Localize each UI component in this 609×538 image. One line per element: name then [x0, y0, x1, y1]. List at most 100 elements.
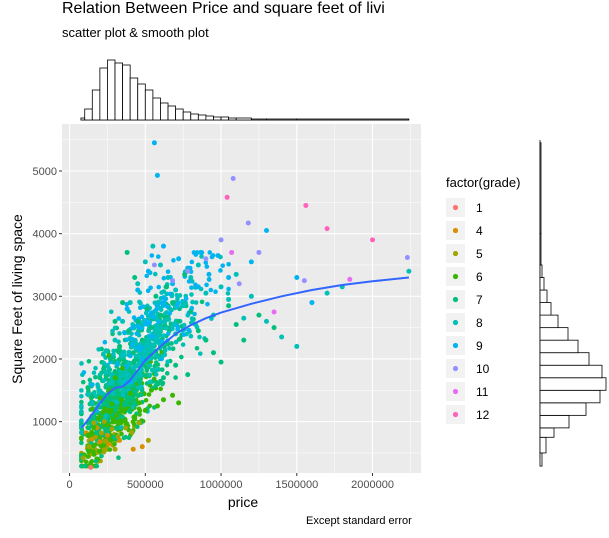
- scatter-point: [203, 337, 209, 343]
- scatter-point: [155, 254, 161, 259]
- histogram-bar: [175, 108, 184, 121]
- scatter-point: [189, 292, 194, 297]
- legend-marker: [452, 388, 459, 395]
- scatter-point: [139, 357, 144, 362]
- legend-label: 12: [476, 408, 490, 422]
- scatter-point: [120, 414, 125, 420]
- scatter-point: [164, 291, 169, 297]
- scatter-point: [171, 258, 176, 263]
- scatter-point: [128, 353, 133, 359]
- scatter-point: [117, 331, 122, 336]
- scatter-point: [120, 318, 126, 324]
- legend-label: 7: [476, 293, 483, 307]
- scatter-point: [144, 306, 150, 312]
- scatter-point: [145, 268, 151, 274]
- histogram-bar: [122, 64, 131, 121]
- legend-label: 5: [476, 247, 483, 261]
- histogram-bar: [182, 111, 192, 121]
- scatter-point: [142, 259, 148, 265]
- scatter-point: [114, 362, 120, 367]
- scatter-point: [218, 284, 224, 290]
- x-tick-label: 0: [67, 479, 73, 491]
- scatter-point: [303, 202, 309, 208]
- scatter-point: [156, 319, 162, 325]
- scatter-point: [129, 341, 135, 347]
- scatter-point: [218, 237, 224, 243]
- scatter-point: [218, 268, 223, 273]
- histogram-bar: [137, 83, 146, 121]
- scatter-point: [248, 259, 254, 265]
- legend-label: 6: [476, 270, 483, 284]
- scatter-point: [117, 343, 123, 349]
- scatter-point: [170, 278, 176, 284]
- scatter-point: [167, 311, 172, 316]
- scatter-point: [122, 329, 127, 335]
- scatter-point: [112, 337, 118, 343]
- scatter-point: [189, 316, 195, 321]
- scatter-point: [97, 388, 103, 394]
- scatter-point: [95, 384, 101, 390]
- scatter-point: [165, 304, 170, 309]
- scatter-point: [123, 406, 129, 412]
- histogram-bar: [539, 364, 603, 379]
- histogram-bar: [144, 89, 154, 121]
- scatter-point: [180, 342, 186, 347]
- scatter-point: [226, 303, 232, 309]
- histogram-bar: [235, 117, 252, 121]
- scatter-point: [220, 263, 226, 268]
- scatter-point: [130, 365, 136, 371]
- scatter-point: [144, 273, 150, 279]
- histogram-bar: [205, 115, 214, 121]
- histogram-bar: [539, 427, 555, 438]
- scatter-point: [149, 310, 154, 315]
- scatter-point: [79, 430, 84, 435]
- histogram-bar: [539, 302, 552, 316]
- scatter-point: [114, 394, 120, 399]
- scatter-point: [144, 368, 149, 373]
- histogram-bar: [296, 118, 410, 121]
- scatter-point: [170, 392, 176, 398]
- scatter-point: [112, 375, 118, 381]
- scatter-point: [197, 334, 202, 340]
- histogram-bar: [539, 233, 542, 266]
- price-histogram: [80, 59, 410, 121]
- scatter-point: [143, 397, 149, 403]
- scatter-point: [324, 290, 330, 296]
- scatter-point: [93, 458, 99, 464]
- scatter-point: [80, 455, 86, 461]
- scatter-point: [148, 387, 154, 393]
- scatter-point: [148, 325, 154, 331]
- scatter-point: [149, 253, 155, 258]
- scatter-point: [185, 372, 191, 378]
- scatter-point: [188, 309, 194, 315]
- scatter-point: [204, 264, 210, 269]
- scatter-point: [138, 344, 144, 349]
- scatter-point: [89, 406, 95, 412]
- scatter-point: [203, 256, 209, 262]
- scatter-point: [167, 346, 172, 351]
- scatter-point: [156, 284, 162, 290]
- scatter-point: [154, 303, 160, 308]
- scatter-point: [165, 359, 170, 365]
- scatter-point: [139, 314, 145, 320]
- scatter-point: [133, 388, 139, 394]
- scatter-point: [189, 259, 195, 265]
- scatter-point: [170, 300, 176, 306]
- scatter-point: [103, 384, 109, 390]
- scatter-point: [160, 243, 166, 249]
- scatter-point: [107, 447, 113, 452]
- scatter-point: [114, 426, 119, 431]
- scatter-point: [101, 402, 106, 407]
- scatter-point: [120, 351, 125, 356]
- scatter-point: [79, 463, 84, 469]
- scatter-point: [197, 351, 203, 356]
- scatter-point: [135, 287, 141, 293]
- scatter-point: [115, 434, 121, 440]
- histogram-bar: [539, 377, 607, 391]
- histogram-bar: [539, 314, 559, 329]
- scatter-point: [208, 287, 214, 293]
- x-tick-label: 1500000: [275, 479, 318, 491]
- scatter-point: [218, 359, 224, 365]
- histogram-bar: [190, 113, 199, 121]
- scatter-point: [79, 440, 84, 446]
